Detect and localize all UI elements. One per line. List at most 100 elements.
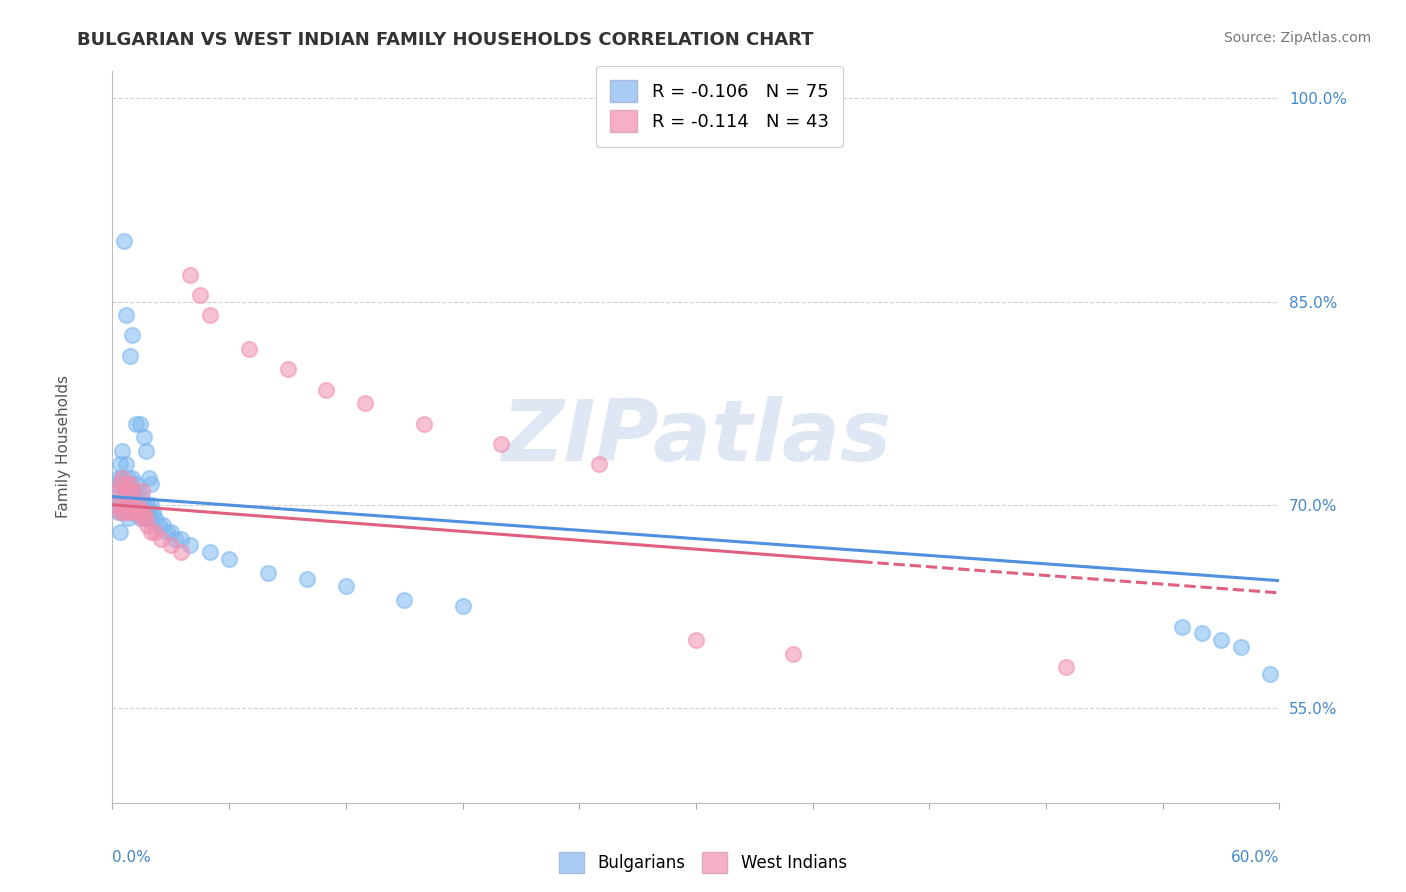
- Point: [156, 524, 179, 539]
- Text: ZIPatlas: ZIPatlas: [501, 395, 891, 479]
- Point: [112, 234, 135, 248]
- Point: [121, 484, 143, 499]
- Point: [118, 477, 141, 491]
- Legend: R = -0.106   N = 75, R = -0.114   N = 43: R = -0.106 N = 75, R = -0.114 N = 43: [596, 66, 844, 147]
- Point: [128, 505, 150, 519]
- Point: [107, 505, 129, 519]
- Point: [117, 471, 139, 485]
- Point: [115, 477, 138, 491]
- Point: [118, 505, 141, 519]
- Point: [335, 579, 357, 593]
- Point: [111, 471, 134, 485]
- Point: [188, 288, 211, 302]
- Point: [685, 633, 707, 648]
- Point: [127, 498, 149, 512]
- Point: [107, 471, 129, 485]
- Point: [127, 505, 149, 519]
- Point: [136, 511, 159, 525]
- Point: [125, 477, 148, 491]
- Point: [131, 505, 153, 519]
- Point: [152, 518, 174, 533]
- Point: [148, 518, 170, 533]
- Point: [105, 498, 128, 512]
- Point: [121, 471, 143, 485]
- Point: [117, 505, 139, 519]
- Text: BULGARIAN VS WEST INDIAN FAMILY HOUSEHOLDS CORRELATION CHART: BULGARIAN VS WEST INDIAN FAMILY HOUSEHOL…: [77, 31, 814, 49]
- Point: [112, 477, 135, 491]
- Point: [118, 477, 141, 491]
- Point: [128, 511, 150, 525]
- Point: [122, 498, 145, 512]
- Point: [111, 498, 134, 512]
- Point: [117, 491, 139, 505]
- Point: [115, 498, 138, 512]
- Point: [115, 457, 138, 471]
- Point: [1191, 626, 1213, 640]
- Point: [136, 518, 159, 533]
- Point: [131, 511, 153, 525]
- Point: [105, 498, 128, 512]
- Point: [1209, 633, 1232, 648]
- Text: 60.0%: 60.0%: [1232, 850, 1279, 865]
- Point: [111, 443, 134, 458]
- Point: [141, 511, 163, 525]
- Point: [198, 308, 221, 322]
- Point: [127, 484, 149, 499]
- Point: [142, 505, 165, 519]
- Point: [110, 477, 132, 491]
- Point: [1258, 667, 1281, 681]
- Point: [112, 484, 135, 499]
- Point: [135, 505, 157, 519]
- Point: [354, 396, 377, 410]
- Point: [143, 511, 166, 525]
- Point: [141, 477, 163, 491]
- Point: [125, 498, 148, 512]
- Point: [117, 511, 139, 525]
- Point: [132, 430, 155, 444]
- Point: [588, 457, 610, 471]
- Point: [1171, 620, 1194, 634]
- Text: Family Households: Family Households: [56, 375, 70, 517]
- Point: [1054, 660, 1077, 674]
- Point: [135, 443, 157, 458]
- Point: [128, 498, 150, 512]
- Point: [315, 383, 337, 397]
- Point: [132, 505, 155, 519]
- Point: [257, 566, 280, 580]
- Point: [112, 505, 135, 519]
- Point: [132, 511, 155, 525]
- Point: [110, 457, 132, 471]
- Point: [121, 505, 143, 519]
- Point: [118, 498, 141, 512]
- Point: [131, 491, 153, 505]
- Point: [179, 538, 201, 552]
- Point: [110, 524, 132, 539]
- Point: [218, 552, 240, 566]
- Point: [122, 484, 145, 499]
- Point: [110, 491, 132, 505]
- Point: [118, 498, 141, 512]
- Point: [1229, 640, 1251, 654]
- Point: [160, 524, 183, 539]
- Point: [115, 505, 138, 519]
- Point: [782, 647, 804, 661]
- Point: [141, 524, 163, 539]
- Point: [295, 572, 318, 586]
- Point: [160, 538, 183, 552]
- Point: [115, 484, 138, 499]
- Point: [163, 532, 186, 546]
- Text: 0.0%: 0.0%: [112, 850, 152, 865]
- Point: [132, 498, 155, 512]
- Point: [121, 505, 143, 519]
- Point: [107, 484, 129, 499]
- Point: [491, 437, 513, 451]
- Point: [138, 471, 160, 485]
- Point: [125, 417, 148, 431]
- Point: [169, 545, 191, 559]
- Point: [131, 484, 153, 499]
- Point: [117, 484, 139, 499]
- Point: [122, 498, 145, 512]
- Point: [238, 342, 260, 356]
- Point: [138, 505, 160, 519]
- Point: [121, 484, 143, 499]
